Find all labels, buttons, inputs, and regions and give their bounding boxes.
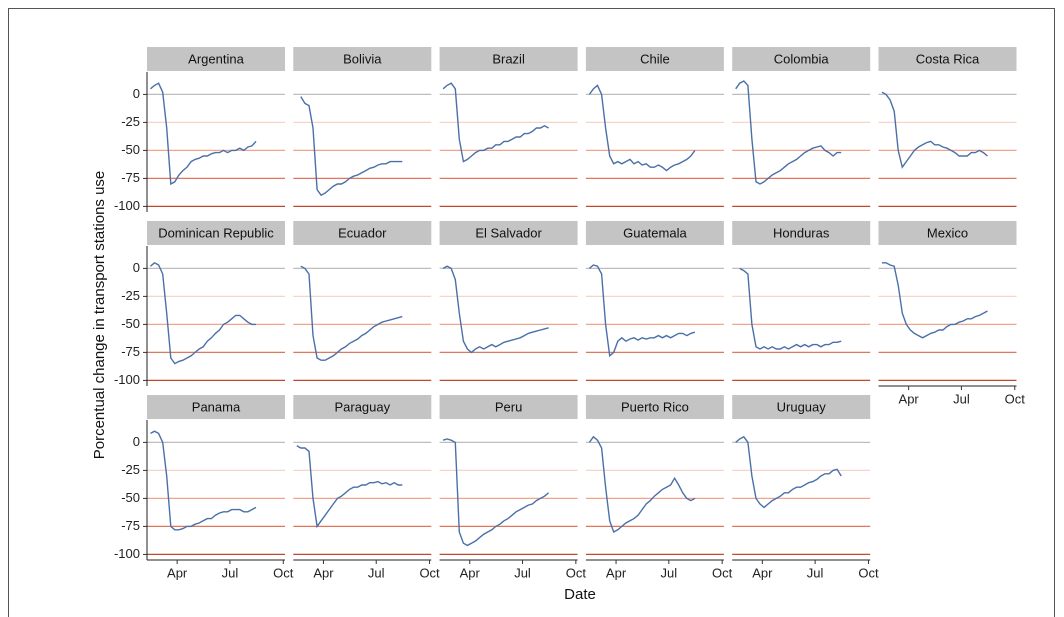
x-tick-label: Oct: [419, 565, 440, 580]
strip: [585, 395, 724, 419]
y-tick-label: -100: [114, 372, 140, 387]
y-tick-label: -25: [121, 288, 140, 303]
x-tick-label: Jul: [807, 565, 824, 580]
strip-label: El Salvador: [475, 225, 542, 240]
strip-label: Puerto Rico: [621, 399, 689, 414]
strip: [147, 47, 285, 71]
strip: [439, 395, 578, 419]
strip: [732, 395, 871, 419]
y-tick-label: -50: [121, 490, 140, 505]
strip: [585, 221, 724, 245]
x-tick-label: Oct: [858, 565, 879, 580]
series-line: [881, 91, 988, 169]
series-line: [735, 80, 842, 185]
strip: [439, 221, 578, 245]
y-tick-label: -50: [121, 142, 140, 157]
series-line: [442, 438, 550, 547]
strip: [878, 221, 1017, 245]
strip-label: Costa Rica: [916, 51, 980, 66]
strip-label: Guatemala: [623, 225, 687, 240]
x-tick-label: Apr: [899, 391, 920, 406]
strip: [439, 47, 578, 71]
series-line: [150, 261, 256, 365]
series-line: [442, 82, 549, 163]
series-line: [588, 84, 696, 172]
x-tick-label: Jul: [222, 565, 239, 580]
x-tick-label: Jul: [953, 391, 970, 406]
series-line: [442, 265, 549, 354]
y-tick-label: -75: [121, 170, 140, 185]
series-line: [300, 265, 403, 361]
series-line: [150, 430, 257, 531]
y-tick-label: -50: [121, 316, 140, 331]
strip-label: Panama: [192, 399, 241, 414]
series-line: [588, 264, 696, 358]
strip-label: Brazil: [492, 51, 525, 66]
x-tick-label: Jul: [514, 565, 531, 580]
strip: [732, 47, 871, 71]
y-tick-label: -25: [121, 462, 140, 477]
x-tick-label: Oct: [1005, 391, 1026, 406]
x-tick-label: Apr: [313, 565, 334, 580]
series-line: [735, 435, 842, 509]
strip-label: Mexico: [927, 225, 968, 240]
strip-label: Colombia: [774, 51, 830, 66]
strip: [293, 47, 432, 71]
strip-label: Argentina: [188, 51, 244, 66]
strip: [147, 221, 285, 245]
series-line: [882, 262, 988, 339]
y-tick-label: 0: [133, 86, 140, 101]
y-tick-label: 0: [133, 434, 140, 449]
series-line: [150, 82, 257, 186]
strip-label: Uruguay: [777, 399, 827, 414]
y-tick-label: 0: [133, 260, 140, 275]
strip-label: Chile: [640, 51, 670, 66]
x-tick-label: Apr: [752, 565, 773, 580]
y-tick-label: -100: [114, 546, 140, 561]
y-tick-label: -75: [121, 518, 140, 533]
y-tick-label: -25: [121, 114, 140, 129]
series-line: [739, 267, 842, 350]
strip-label: Peru: [495, 399, 522, 414]
x-tick-label: Oct: [712, 565, 733, 580]
strip: [878, 47, 1017, 71]
y-tick-label: -100: [114, 198, 140, 213]
x-tick-label: Jul: [368, 565, 385, 580]
x-tick-label: Apr: [606, 565, 627, 580]
series-line: [296, 445, 403, 529]
x-tick-label: Oct: [273, 565, 294, 580]
strip-label: Dominican Republic: [158, 225, 274, 240]
x-tick-label: Apr: [167, 565, 188, 580]
x-tick-label: Apr: [460, 565, 481, 580]
strip: [293, 395, 432, 419]
series-line: [588, 435, 696, 534]
strip-label: Honduras: [773, 225, 830, 240]
y-tick-label: -75: [121, 344, 140, 359]
frame: [8, 8, 1055, 617]
strip: [732, 221, 871, 245]
strip: [147, 395, 285, 419]
x-tick-label: Oct: [566, 565, 587, 580]
strip-label: Bolivia: [343, 51, 382, 66]
series-line: [300, 96, 403, 197]
x-axis-title: Date: [564, 586, 596, 603]
strip: [585, 47, 724, 71]
strip: [293, 221, 432, 245]
x-tick-label: Jul: [661, 565, 678, 580]
y-axis-title: Porcentual change in transport stations …: [91, 171, 108, 460]
strip-label: Ecuador: [338, 225, 387, 240]
strip-label: Paraguay: [334, 399, 390, 414]
